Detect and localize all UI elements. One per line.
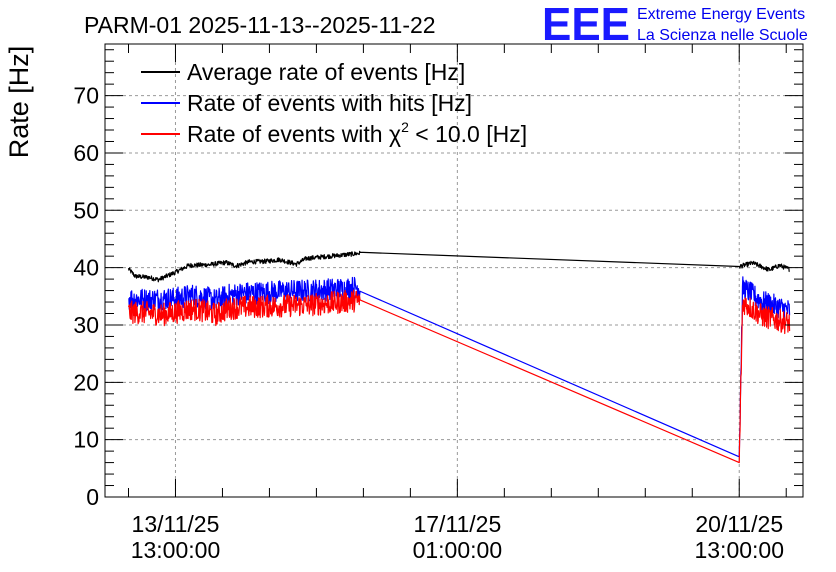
grid bbox=[105, 44, 803, 497]
legend-chi2-superscript: 2 bbox=[401, 119, 409, 135]
series-line-2 bbox=[127, 289, 791, 464]
legend-label-chi2: Rate of events with χ2 < 10.0 [Hz] bbox=[187, 119, 527, 147]
chart-title: PARM-01 2025-11-13--2025-11-22 bbox=[84, 12, 436, 38]
legend-chi2-prefix: Rate of events with bbox=[187, 121, 389, 147]
y-tick-label: 20 bbox=[73, 369, 99, 395]
x-tick-label-date: 13/11/25 bbox=[132, 511, 220, 537]
y-tick-label: 50 bbox=[73, 197, 99, 223]
logo-line-1: Extreme Energy Events bbox=[637, 6, 805, 23]
y-tick-label: 30 bbox=[73, 312, 99, 338]
y-tick-label: 40 bbox=[73, 255, 99, 281]
y-tick-label: 10 bbox=[73, 427, 99, 453]
series-group bbox=[127, 250, 791, 464]
y-tick-label: 0 bbox=[86, 484, 99, 510]
x-tick-label-date: 20/11/25 bbox=[695, 511, 783, 537]
y-axis-title: Rate [Hz] bbox=[4, 46, 34, 159]
legend-chi2-suffix: < 10.0 [Hz] bbox=[409, 121, 527, 147]
axes: 01020304050607013/11/2513:00:0017/11/250… bbox=[73, 43, 804, 563]
logo-line-2: La Scienza nelle Scuole bbox=[637, 27, 808, 44]
legend-chi2-symbol: χ bbox=[389, 121, 401, 147]
eee-logo: EEE Extreme Energy Events La Scienza nel… bbox=[542, 0, 808, 50]
legend-label-average: Average rate of events [Hz] bbox=[187, 59, 465, 85]
legend-label-hits: Rate of events with hits [Hz] bbox=[187, 90, 472, 116]
series-line-1 bbox=[128, 276, 791, 458]
plot-frame bbox=[104, 43, 804, 498]
x-tick-label-time: 13:00:00 bbox=[694, 537, 784, 563]
y-tick-label: 60 bbox=[73, 140, 99, 166]
series-line-0 bbox=[127, 250, 790, 283]
logo-mark: EEE bbox=[542, 0, 630, 50]
x-tick-label-time: 01:00:00 bbox=[413, 537, 503, 563]
y-tick-label: 70 bbox=[73, 83, 99, 109]
x-tick-label-date: 17/11/25 bbox=[413, 511, 501, 537]
x-tick-label-time: 13:00:00 bbox=[131, 537, 221, 563]
legend: Average rate of events [Hz] Rate of even… bbox=[141, 59, 527, 147]
